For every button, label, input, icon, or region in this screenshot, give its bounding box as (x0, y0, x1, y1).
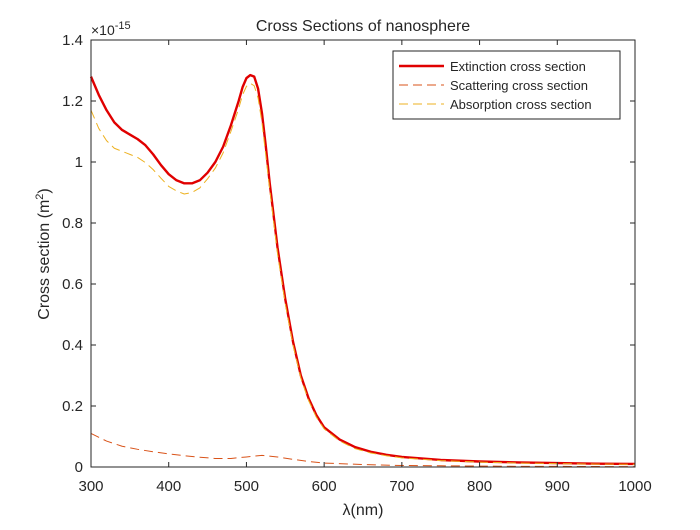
x-tick-label: 1000 (618, 478, 651, 495)
legend-label: Scattering cross section (450, 78, 588, 93)
y-tick-label: 0.2 (62, 398, 83, 415)
series-layer (89, 73, 636, 468)
x-tick-label: 300 (78, 478, 103, 495)
x-axis-label: λ(nm) (343, 502, 384, 519)
y-tick-label: 0.6 (62, 276, 83, 293)
legend-label: Absorption cross section (450, 97, 592, 112)
y-tick-label: 1 (75, 154, 83, 171)
series-line-extinction-cross-section (89, 73, 636, 466)
legend: Extinction cross section Scattering cross… (392, 50, 621, 120)
x-tick-label: 900 (545, 478, 570, 495)
axes-box (90, 39, 636, 468)
series-line-absorption-cross-section (90, 82, 636, 465)
y-tick-label: 0.4 (62, 337, 83, 354)
y-tick-label: 1.2 (62, 93, 83, 110)
y-axis-label-main: Cross section (m (36, 200, 53, 320)
chart-title: Cross Sections of nanosphere (256, 18, 470, 35)
y-exponent-base: ×10 (91, 22, 115, 38)
y-tick-label: 1.4 (62, 32, 83, 49)
x-tick-label: 500 (234, 478, 259, 495)
y-tick-label: 0 (75, 459, 83, 476)
x-tick-label: 700 (389, 478, 414, 495)
x-tick-label: 600 (312, 478, 337, 495)
tick-layer: 300 400 500 600 700 800 900 1000 0 0.2 0.4 0.6 0.8 1 1… (62, 32, 652, 495)
legend-entries: Extinction cross section Scattering cross… (399, 59, 592, 112)
y-axis-label-close: ) (36, 188, 53, 193)
x-tick-label: 400 (156, 478, 181, 495)
y-axis-label: Cross section (m2) (34, 188, 53, 319)
x-tick-label: 800 (467, 478, 492, 495)
y-exponent-power: -15 (115, 20, 131, 32)
series-line-scattering-cross-section (90, 433, 636, 468)
y-axis-label-superscript: 2 (34, 194, 46, 200)
y-tick-label: 0.8 (62, 215, 83, 232)
legend-label: Extinction cross section (450, 59, 586, 74)
y-exponent-label: ×10-15 (91, 20, 131, 38)
